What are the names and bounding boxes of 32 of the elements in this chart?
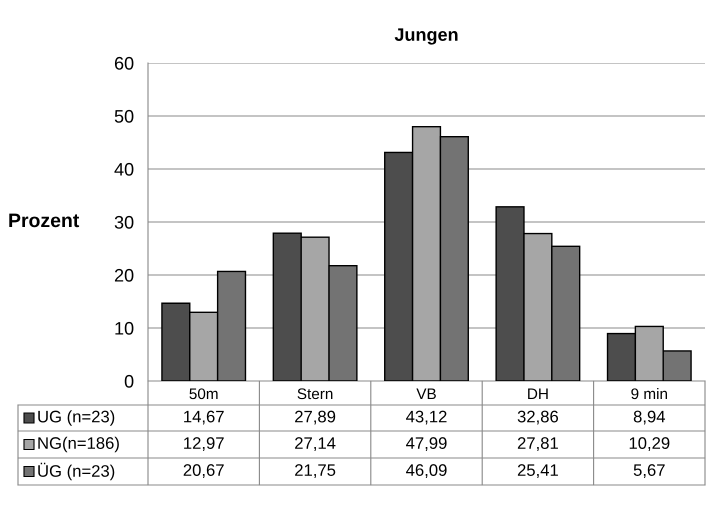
data-label: 8,94 (634, 410, 666, 424)
x-tick-label: DH (528, 388, 548, 400)
data-label: 25,41 (518, 464, 558, 478)
x-tick-label: Stern (298, 388, 332, 400)
y-tick-label: 40 (114, 162, 134, 176)
data-label: 27,14 (295, 437, 336, 451)
chart-title: Jungen (394, 28, 458, 45)
legend-label: UG (n=23) (38, 410, 114, 426)
y-tick-label: 20 (114, 268, 134, 282)
data-label: 43,12 (406, 410, 447, 424)
data-label: 10,29 (630, 437, 670, 451)
y-tick-label: 10 (115, 322, 134, 335)
y-tick-label: 50 (114, 110, 134, 123)
data-label: 46,09 (406, 464, 447, 478)
legend-label: NG(n=186) (38, 436, 119, 452)
data-label: 5,67 (634, 464, 665, 478)
data-label: 32,86 (518, 410, 558, 424)
x-tick-label: 9 min (631, 388, 667, 400)
x-tick-label: 50m (189, 388, 218, 400)
y-tick-label: 30 (114, 216, 134, 229)
y-axis-title: Prozent (9, 214, 80, 228)
data-label: 20,67 (184, 464, 224, 478)
data-label: 27,81 (518, 437, 558, 451)
x-tick-label: VB (416, 388, 436, 400)
data-label: 14,67 (184, 410, 224, 424)
legend-label: ÜG (n=23) (38, 462, 114, 480)
y-tick-label: 0 (124, 374, 134, 388)
data-label: 27,89 (295, 410, 336, 424)
data-label: 12,97 (184, 437, 224, 451)
data-label: 47,99 (406, 437, 447, 451)
data-label: 21,75 (295, 464, 336, 478)
y-tick-label: 60 (114, 56, 134, 70)
